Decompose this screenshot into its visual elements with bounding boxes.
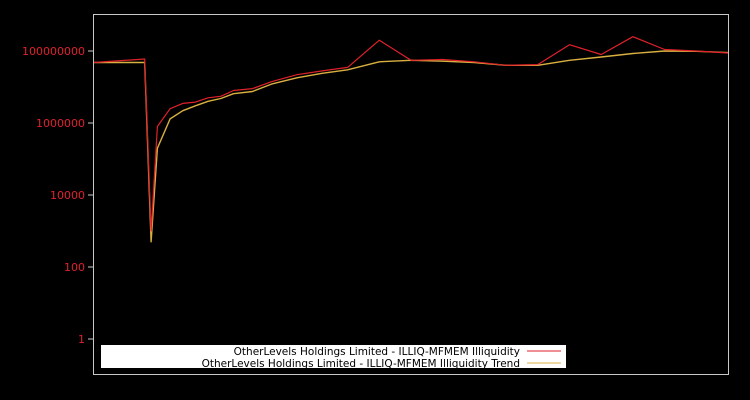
- y-tick-label: 100000000: [22, 45, 85, 58]
- plot-area: [93, 36, 729, 243]
- series-illiquidity-line: [93, 36, 729, 232]
- y-tick-label: 100: [64, 261, 85, 274]
- legend-label-illiquidity: OtherLevels Holdings Limited - ILLIQ-MFM…: [234, 346, 520, 358]
- legend-box: [101, 345, 566, 368]
- legend-label-trend: OtherLevels Holdings Limited - ILLIQ-MFM…: [202, 358, 520, 370]
- y-tick-label: 10000: [50, 189, 85, 202]
- legend: OtherLevels Holdings Limited - ILLIQ-MFM…: [101, 345, 566, 370]
- y-axis: 100000000 1000000 10000 100 1: [22, 45, 93, 346]
- y-tick-label: 1000000: [36, 117, 85, 130]
- axes-frame: [93, 14, 729, 375]
- y-tick-label: 1: [78, 333, 85, 346]
- series-trend-line: [94, 50, 729, 243]
